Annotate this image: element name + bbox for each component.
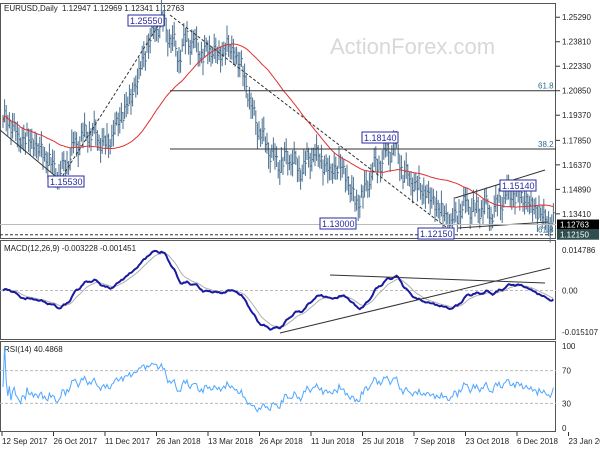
fib-level-label: 61.8: [538, 226, 554, 235]
rsi-panel: [0, 341, 556, 432]
trend-line-dashed: [59, 14, 166, 181]
rsi-title: RSI(14) 40.4868: [4, 345, 63, 354]
price-annotation-box: [127, 14, 165, 27]
macd-line: [2, 249, 555, 331]
macd-panel: [0, 240, 556, 340]
price-annotation-box: [47, 175, 85, 188]
y-tick-label: 1.25290: [562, 13, 591, 22]
price-annotation: 1.25550: [130, 16, 163, 26]
price-annotation-box: [417, 227, 455, 240]
price-annotation: 1.18140: [364, 133, 397, 143]
y-tick-label: 1.17850: [562, 136, 591, 145]
price-annotation: 1.12150: [420, 229, 453, 239]
rsi-tick-label: 70: [562, 367, 571, 376]
macd-signal-line: [2, 252, 554, 328]
y-tick-label: 1.22330: [562, 62, 591, 71]
rsi-line: [2, 345, 554, 413]
price-annotation: 1.13000: [322, 219, 355, 229]
rsi-tick-label: 30: [562, 399, 571, 408]
price-tag-label: 1.12150: [560, 231, 589, 240]
y-tick-label: 1.23810: [562, 38, 591, 47]
macd-tick-label: 0.014786: [562, 246, 596, 255]
y-tick-label: 1.13410: [562, 210, 591, 219]
x-tick-label: 26 Jan 2018: [157, 437, 202, 446]
rsi-tick-label: 0: [562, 424, 567, 433]
price-tag: [557, 229, 599, 240]
price-tag: [557, 219, 599, 230]
x-tick-label: 12 Sep 2017: [2, 437, 48, 446]
y-tick-label: 1.20850: [562, 87, 591, 96]
price-panel: [0, 3, 556, 239]
x-tick-label: 26 Apr 2018: [260, 437, 304, 446]
price-annotation-box: [361, 131, 399, 144]
macd-trend-line: [279, 267, 551, 334]
macd-tick-label: -0.015107: [562, 328, 599, 337]
x-tick-label: 13 Mar 2018: [208, 437, 253, 446]
fib-level-label: 61.8: [538, 82, 554, 91]
chart-title: EURUSD,Daily: [4, 4, 58, 13]
x-tick-label: 23 Oct 2018: [466, 437, 510, 446]
x-tick-label: 25 Jul 2018: [363, 437, 405, 446]
x-tick-label: 6 Dec 2018: [517, 437, 558, 446]
price-annotation: 1.15140: [502, 181, 535, 191]
x-tick-label: 7 Sep 2018: [414, 437, 455, 446]
price-annotation-box: [499, 179, 537, 192]
y-tick-label: 1.14890: [562, 185, 591, 194]
ohlc-readout: 1.12947 1.12969 1.12341 1.12763: [62, 4, 185, 13]
x-tick-label: 26 Oct 2017: [54, 437, 98, 446]
macd-tick-label: 0.00: [562, 287, 578, 296]
y-tick-label: 1.16370: [562, 161, 591, 170]
x-tick-label: 23 Jan 2019: [569, 437, 600, 446]
rsi-tick-label: 100: [562, 342, 576, 351]
y-tick-label: 1.19370: [562, 111, 591, 120]
price-annotation-box: [319, 217, 357, 230]
macd-title: MACD(12,26,9) -0.003228 -0.001451: [4, 244, 137, 253]
macd-trend-line: [329, 274, 546, 284]
watermark: ActionForex.com: [330, 34, 495, 59]
x-tick-label: 11 Dec 2017: [105, 437, 150, 446]
moving-average-line: [2, 43, 554, 208]
fib-level-label: 38.2: [538, 140, 554, 149]
x-tick-label: 11 Jun 2018: [311, 437, 355, 446]
trend-line: [0, 129, 61, 181]
price-tag-label: 1.12763: [560, 221, 589, 230]
price-annotation: 1.15530: [50, 177, 83, 187]
